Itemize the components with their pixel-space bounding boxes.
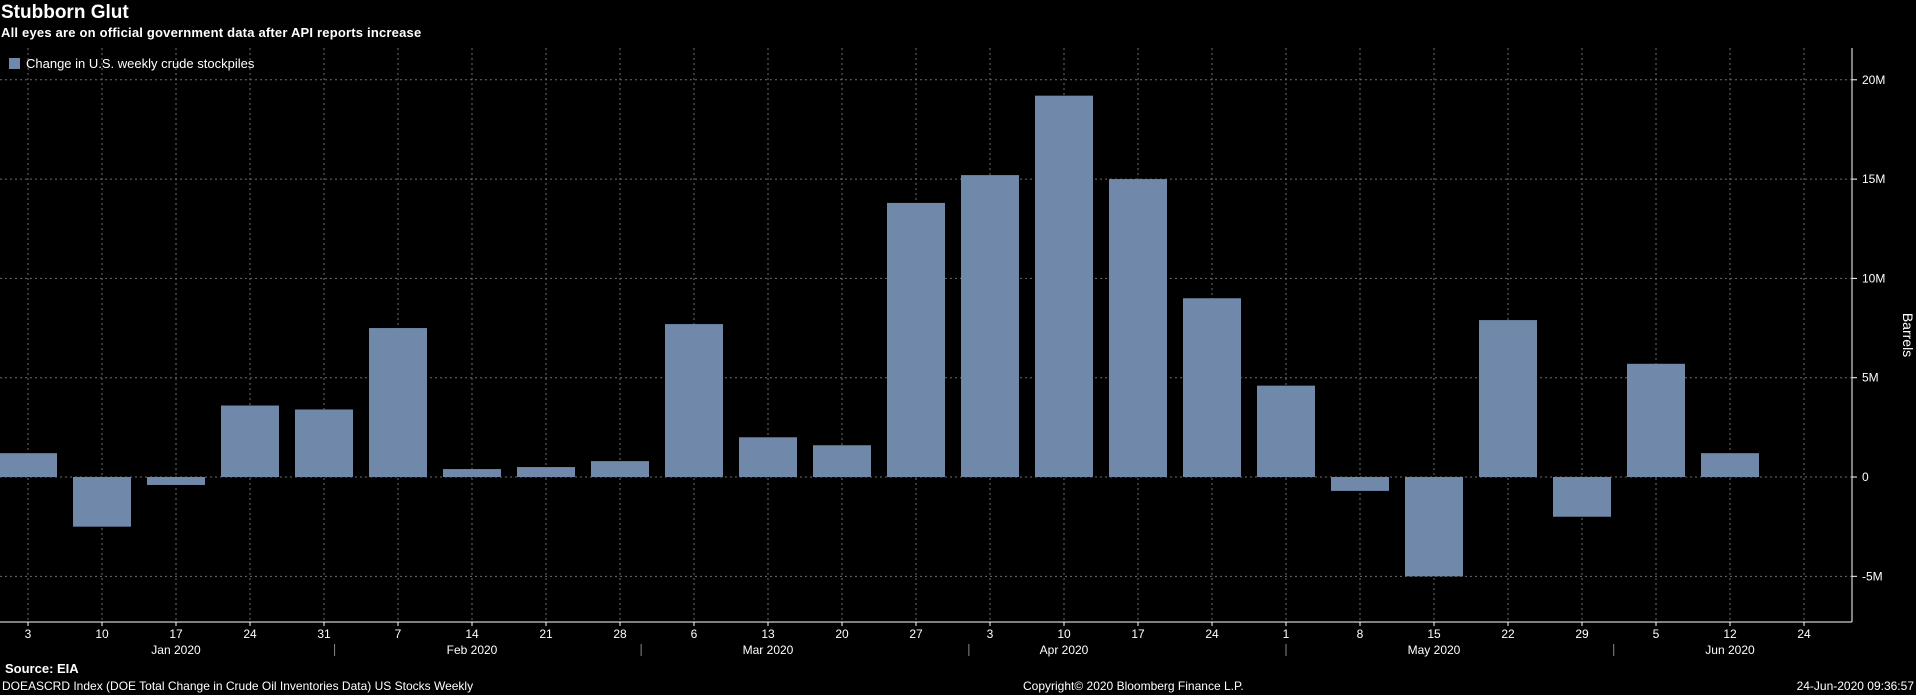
x-tick-label: 22 xyxy=(1501,627,1515,641)
source-note: Source: EIA xyxy=(5,661,79,676)
bar xyxy=(295,409,353,478)
x-tick-label: 7 xyxy=(395,627,402,641)
x-tick-label: 10 xyxy=(95,627,109,641)
x-tick-label: 5 xyxy=(1653,627,1660,641)
bar xyxy=(1331,477,1389,491)
legend: Change in U.S. weekly crude stockpiles xyxy=(9,56,254,71)
x-tick-label: 24 xyxy=(1205,627,1219,641)
x-tick-label: 8 xyxy=(1357,627,1364,641)
bar xyxy=(1479,320,1537,478)
x-tick-label: 27 xyxy=(909,627,923,641)
month-label: May 2020 xyxy=(1408,643,1461,657)
bar xyxy=(739,437,797,478)
bar xyxy=(0,453,57,478)
y-tick-label: 20M xyxy=(1862,73,1885,87)
x-tick-label: 31 xyxy=(317,627,331,641)
x-tick-label: 12 xyxy=(1723,627,1737,641)
bar xyxy=(1257,385,1315,478)
bar xyxy=(1035,95,1093,478)
y-axis-label: Barrels xyxy=(1900,313,1916,357)
x-tick-label: 3 xyxy=(987,627,994,641)
bar xyxy=(517,467,575,478)
bar xyxy=(443,469,501,478)
bar xyxy=(813,445,871,478)
x-tick-label: 21 xyxy=(539,627,553,641)
x-tick-label: 6 xyxy=(691,627,698,641)
x-tick-label: 20 xyxy=(835,627,849,641)
bar xyxy=(221,405,279,478)
x-tick-label: 28 xyxy=(613,627,627,641)
bar xyxy=(665,324,723,478)
x-tick-label: 1 xyxy=(1283,627,1290,641)
x-tick-label: 14 xyxy=(465,627,479,641)
bar xyxy=(147,477,205,485)
bar xyxy=(1627,363,1685,478)
bar-series xyxy=(0,95,1759,577)
x-tick-label: 15 xyxy=(1427,627,1441,641)
timestamp: 24-Jun-2020 09:36:57 xyxy=(1796,679,1914,693)
bar xyxy=(1553,477,1611,517)
x-tick-label: 29 xyxy=(1575,627,1589,641)
x-tick-label: 24 xyxy=(243,627,257,641)
chart-subtitle: All eyes are on official government data… xyxy=(1,25,422,40)
chart-title: Stubborn Glut xyxy=(1,2,129,23)
month-label: Feb 2020 xyxy=(447,643,498,657)
x-tick-label: 17 xyxy=(1131,627,1145,641)
bar xyxy=(961,175,1019,478)
month-label: Jan 2020 xyxy=(151,643,201,657)
legend-label: Change in U.S. weekly crude stockpiles xyxy=(26,56,255,71)
x-tick-label: 3 xyxy=(25,627,32,641)
x-tick-label: 13 xyxy=(761,627,775,641)
bar xyxy=(369,328,427,478)
bar xyxy=(73,477,131,527)
copyright-note: Copyright© 2020 Bloomberg Finance L.P. xyxy=(1023,679,1244,693)
y-tick-label: 0 xyxy=(1862,470,1869,484)
y-tick-label: 10M xyxy=(1862,271,1885,285)
x-tick-label: 10 xyxy=(1057,627,1071,641)
bar xyxy=(591,461,649,478)
index-description: DOEASCRD Index (DOE Total Change in Crud… xyxy=(2,679,474,693)
y-tick-label: 15M xyxy=(1862,172,1885,186)
legend-swatch xyxy=(9,58,20,69)
month-label: Apr 2020 xyxy=(1040,643,1089,657)
month-label: Jun 2020 xyxy=(1705,643,1755,657)
bar xyxy=(887,202,945,478)
y-tick-label: 5M xyxy=(1862,371,1879,385)
bar xyxy=(1701,453,1759,478)
bar xyxy=(1405,477,1463,577)
month-label: Mar 2020 xyxy=(743,643,794,657)
bar xyxy=(1109,179,1167,478)
y-tick-label: -5M xyxy=(1862,569,1883,583)
x-tick-label: 24 xyxy=(1797,627,1811,641)
bar xyxy=(1183,298,1241,478)
x-tick-label: 17 xyxy=(169,627,183,641)
